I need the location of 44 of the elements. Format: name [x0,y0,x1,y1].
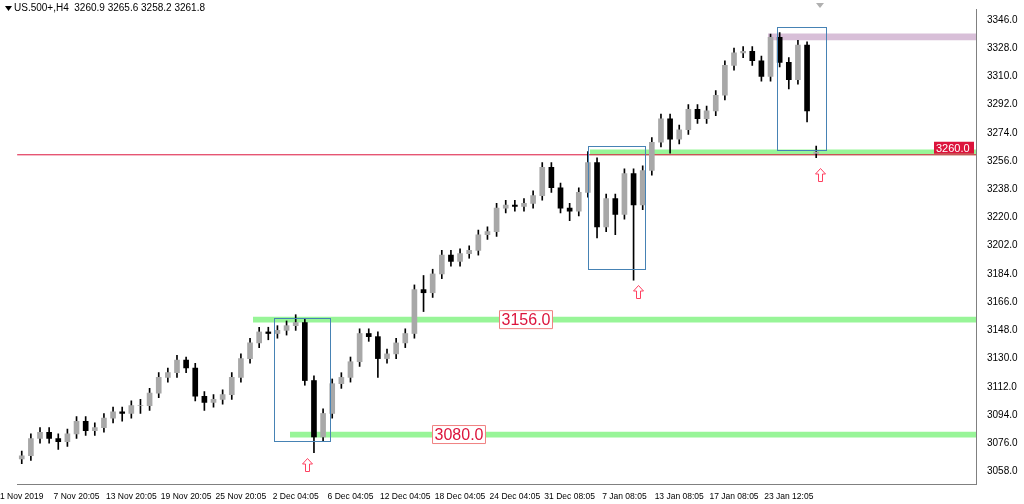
y-tick-label: 3256.0 [987,154,1019,166]
x-tick-label: 18 Dec 04:05 [434,491,486,502]
y-tick-label: 3238.0 [987,183,1019,195]
candlestick [265,326,272,341]
band-label: 3156.0 [501,311,551,329]
y-tick-label: 3184.0 [987,267,1019,279]
ref-line-label: 3260.0 [936,141,970,154]
x-tick-label: 2 Dec 04:05 [272,491,319,502]
y-tick-label: 3346.0 [987,13,1019,25]
x-tick-label: 31 Dec 08:05 [544,491,596,502]
candlestick [813,145,820,158]
candlestick [521,198,527,212]
y-tick-label: 3058.0 [987,465,1019,477]
x-tick-label: 24 Dec 04:05 [489,491,541,502]
y-tick-label: 3274.0 [987,126,1019,138]
candlestick [119,406,126,422]
candlestick [365,328,372,342]
y-tick-label: 3202.0 [987,239,1019,251]
x-tick-label: 7 Jan 08:05 [602,491,647,502]
y-tick-label: 3112.0 [987,380,1018,392]
candlestick [512,199,518,212]
candlestick [466,245,473,259]
x-tick-label: 7 Nov 20:05 [53,491,100,502]
x-tick-label: 13 Nov 20:05 [106,491,157,502]
x-tick-label: 13 Jan 08:05 [654,491,705,502]
x-tick-label: 19 Nov 20:05 [160,491,212,502]
x-tick-label: 25 Nov 20:05 [215,491,267,502]
y-tick-label: 3094.0 [987,408,1019,420]
chart-title: US.500+,H4 3260.9 3265.6 3258.2 3261.8 [14,2,205,13]
y-tick-label: 3292.0 [987,98,1019,110]
x-tick-label: 23 Jan 12:05 [764,491,814,502]
x-tick-label: 1 Nov 2019 [0,491,44,502]
x-tick-label: 17 Jan 08:05 [709,491,759,502]
y-tick-label: 3310.0 [987,70,1019,82]
y-tick-label: 3220.0 [987,211,1019,223]
y-tick-label: 3166.0 [987,295,1019,307]
y-tick-label: 3130.0 [987,352,1019,364]
y-tick-label: 3328.0 [987,41,1019,53]
candlestick [740,46,746,58]
y-tick-label: 3148.0 [987,324,1019,336]
x-tick-label: 6 Dec 04:05 [327,491,374,502]
x-tick-label: 12 Dec 04:05 [379,491,431,502]
y-tick-label: 3076.0 [987,436,1019,448]
band-label: 3080.0 [434,425,484,443]
